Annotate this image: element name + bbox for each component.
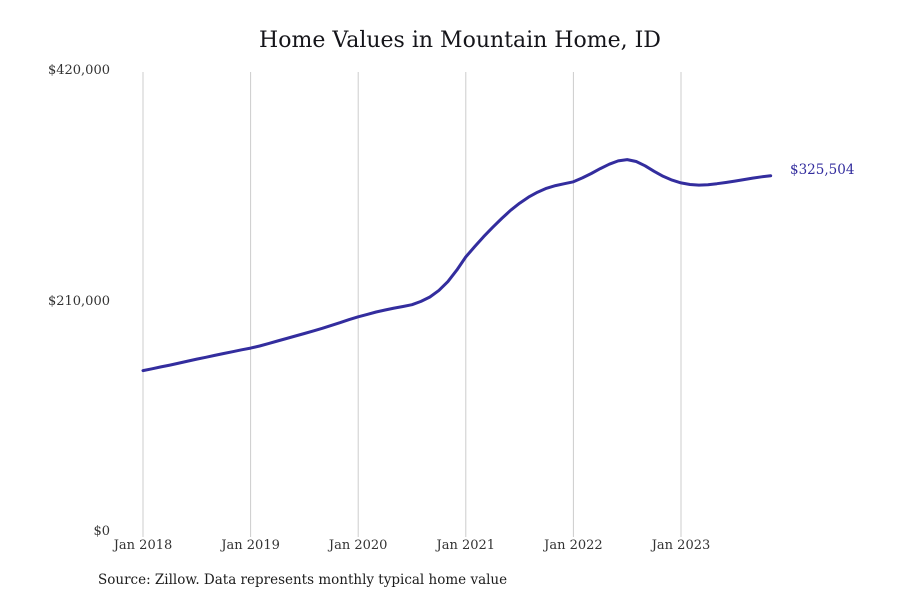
x-axis-tick-label: Jan 2022 xyxy=(544,538,603,553)
x-axis-tick-label: Jan 2019 xyxy=(221,538,280,553)
x-axis-tick-label: Jan 2021 xyxy=(436,538,496,553)
y-axis-tick-label: $0 xyxy=(93,524,110,539)
chart-title: Home Values in Mountain Home, ID xyxy=(259,28,661,53)
end-value-label: $325,504 xyxy=(790,162,855,178)
vertical-gridlines xyxy=(142,72,682,537)
x-axis-tick-label: Jan 2018 xyxy=(113,538,173,553)
x-axis-tick-label: Jan 2023 xyxy=(651,538,711,553)
source-note: Source: Zillow. Data represents monthly … xyxy=(98,572,508,588)
home-value-line-series xyxy=(141,158,773,373)
y-axis-tick-label: $210,000 xyxy=(47,293,110,309)
x-axis-tick-label: Jan 2020 xyxy=(328,538,388,553)
y-axis-tick-label: $420,000 xyxy=(47,63,110,78)
